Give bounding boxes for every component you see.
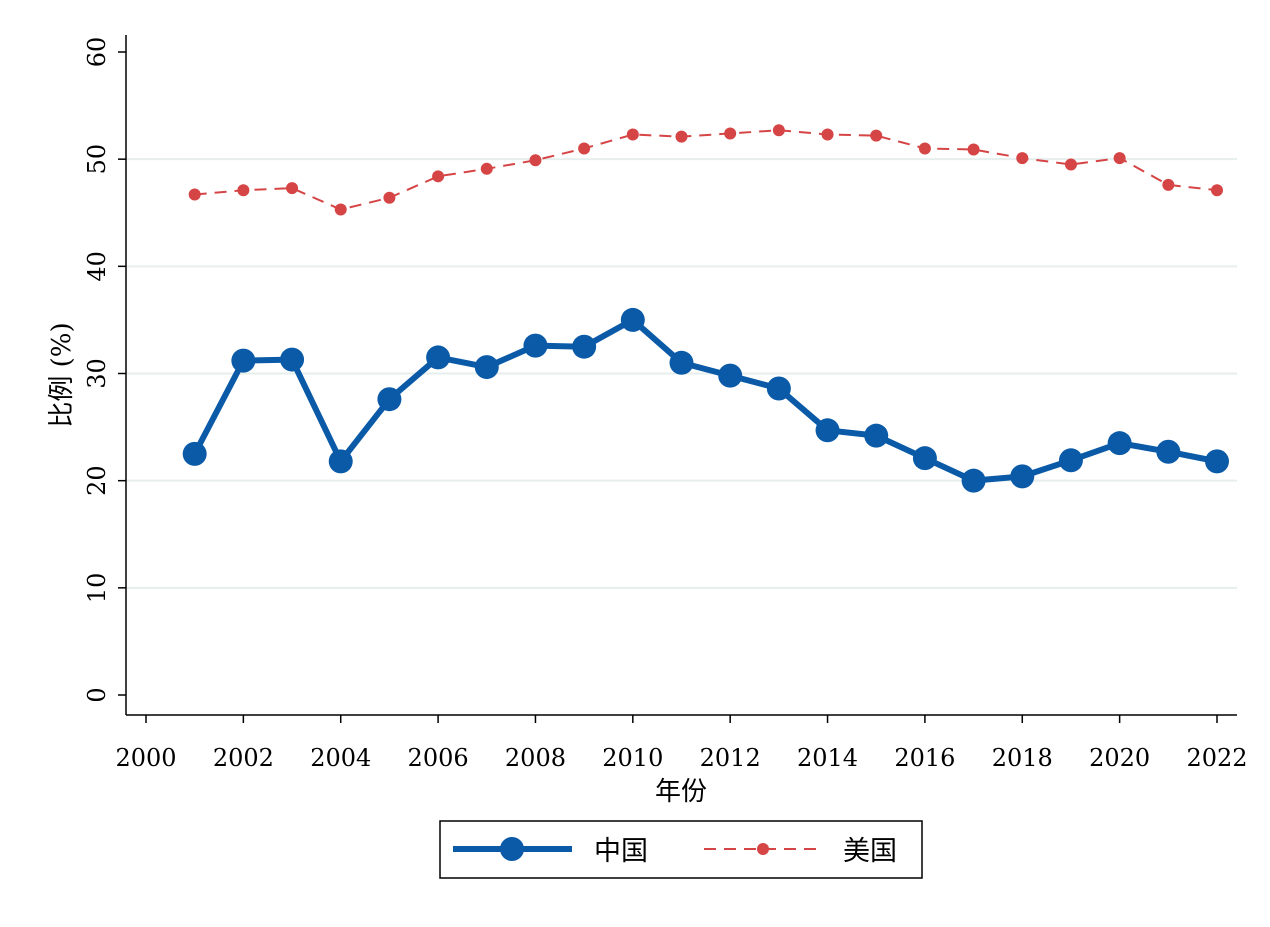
x-tick-label: 2012: [700, 744, 761, 772]
axes: [125, 35, 1237, 716]
china-data-point: [1010, 464, 1035, 489]
usa-data-point: [918, 142, 931, 155]
china-data-point: [1205, 449, 1229, 474]
usa-data-point: [432, 170, 445, 183]
x-tick-label: 2022: [1186, 744, 1247, 772]
usa-series-line: [194, 129, 1218, 211]
x-tick-label: 2006: [408, 744, 469, 772]
usa-data-point: [967, 143, 980, 156]
y-tick-label: 0: [83, 687, 111, 702]
usa-data-point: [1113, 152, 1126, 165]
usa-data-point: [821, 128, 834, 141]
legend-swatch-china-marker: [500, 837, 524, 861]
china-data-point: [523, 333, 548, 358]
x-tick-label: 2002: [213, 744, 274, 772]
china-series-line: [192, 316, 1218, 484]
y-tick-label: 30: [83, 358, 111, 389]
legend: 中国 美国: [439, 820, 923, 879]
usa-data-point: [529, 154, 542, 167]
x-tick-label: 2016: [894, 744, 955, 772]
legend-label-china: 中国: [594, 836, 648, 867]
legend-label-usa: 美国: [843, 836, 897, 867]
china-data-point: [231, 348, 256, 373]
china-data-point: [280, 347, 305, 372]
china-data-point: [864, 423, 889, 448]
china-data-point: [912, 446, 937, 471]
usa-data-point: [1211, 184, 1223, 197]
china-data-point: [572, 334, 597, 359]
china-data-point: [1107, 431, 1132, 456]
usa-data-point: [578, 142, 591, 155]
x-tick-label: 2010: [602, 744, 663, 772]
x-tick-label: 2000: [115, 744, 176, 772]
usa-data-point: [480, 162, 493, 175]
china-data-point: [620, 307, 645, 332]
china-data-point: [474, 355, 499, 380]
china-data-point: [1058, 448, 1083, 473]
y-tick-label: 40: [83, 251, 111, 282]
y-ticks: 0 10 20 30 40 50 60: [83, 37, 126, 703]
china-data-point: [718, 363, 743, 388]
china-data-point: [426, 345, 451, 370]
x-ticks: 2000 2002 2004 2006 2008 2010 2012 2014 2016 2018…: [115, 715, 1248, 772]
y-tick-label: 60: [83, 37, 111, 68]
usa-data-point: [334, 203, 347, 216]
usa-data-point: [1064, 158, 1077, 171]
x-tick-label: 2018: [992, 744, 1053, 772]
usa-data-point: [724, 127, 737, 140]
usa-data-point: [1162, 178, 1175, 191]
x-tick-label: 2014: [797, 744, 858, 772]
china-data-point: [815, 418, 840, 443]
y-tick-label: 20: [83, 465, 111, 496]
y-axis-label: 比例 (%): [47, 322, 77, 427]
y-tick-label: 10: [83, 573, 111, 604]
usa-data-point: [383, 191, 396, 204]
china-data-point: [1156, 439, 1181, 464]
usa-data-point: [870, 129, 883, 142]
x-tick-label: 2020: [1089, 744, 1150, 772]
usa-data-point: [626, 128, 639, 141]
x-tick-label: 2008: [505, 744, 566, 772]
usa-data-point: [188, 188, 201, 201]
x-tick-label: 2004: [310, 744, 371, 772]
china-data-point: [669, 350, 694, 375]
series-group: [182, 124, 1229, 493]
usa-data-point: [772, 124, 785, 137]
x-axis-label: 年份: [655, 777, 707, 807]
usa-data-point: [286, 182, 299, 195]
china-data-point: [328, 449, 353, 474]
usa-data-point: [237, 184, 250, 197]
legend-swatch-usa-marker: [757, 843, 769, 855]
usa-data-point: [675, 130, 688, 143]
china-data-point: [961, 468, 986, 493]
china-data-point: [182, 441, 207, 466]
y-tick-label: 50: [83, 144, 111, 175]
usa-data-point: [1016, 152, 1029, 165]
china-data-point: [766, 376, 791, 401]
china-data-point: [377, 387, 402, 412]
